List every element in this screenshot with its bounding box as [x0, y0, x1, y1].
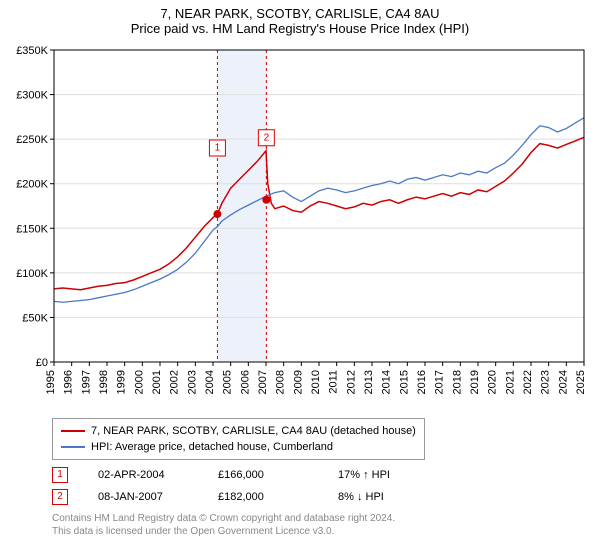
svg-text:2012: 2012 — [345, 370, 357, 394]
svg-text:2023: 2023 — [540, 370, 552, 394]
svg-text:2010: 2010 — [310, 370, 322, 394]
svg-text:£300K: £300K — [16, 90, 48, 102]
svg-text:2022: 2022 — [522, 370, 534, 394]
svg-text:2014: 2014 — [381, 370, 393, 394]
svg-text:2019: 2019 — [469, 370, 481, 394]
transactions-table: 1 02-APR-2004 £166,000 17% ↑ HPI 2 08-JA… — [52, 464, 590, 508]
svg-text:£0: £0 — [36, 357, 48, 369]
svg-text:2011: 2011 — [328, 370, 340, 394]
svg-text:2002: 2002 — [169, 370, 181, 394]
svg-text:2025: 2025 — [575, 370, 587, 394]
svg-text:2005: 2005 — [222, 370, 234, 394]
svg-text:2020: 2020 — [487, 370, 499, 394]
legend-label-2: HPI: Average price, detached house, Cumb… — [91, 439, 333, 455]
transaction-index-box: 1 — [52, 467, 68, 483]
chart-container: 7, NEAR PARK, SCOTBY, CARLISLE, CA4 8AU … — [0, 0, 600, 560]
svg-text:2007: 2007 — [257, 370, 269, 394]
svg-text:1: 1 — [215, 143, 221, 154]
transaction-date: 08-JAN-2007 — [98, 486, 188, 508]
transaction-date: 02-APR-2004 — [98, 464, 188, 486]
legend-item-price-paid: 7, NEAR PARK, SCOTBY, CARLISLE, CA4 8AU … — [61, 423, 416, 439]
svg-text:2017: 2017 — [434, 370, 446, 394]
svg-text:£150K: £150K — [16, 223, 48, 235]
svg-text:2016: 2016 — [416, 370, 428, 394]
transaction-delta: 8% ↓ HPI — [338, 486, 428, 508]
svg-text:2003: 2003 — [186, 370, 198, 394]
svg-text:£350K: £350K — [16, 45, 48, 57]
transaction-price: £166,000 — [218, 464, 308, 486]
transaction-delta: 17% ↑ HPI — [338, 464, 428, 486]
svg-text:1999: 1999 — [116, 370, 128, 394]
copyright-notice: Contains HM Land Registry data © Crown c… — [52, 512, 590, 538]
svg-text:2009: 2009 — [292, 370, 304, 394]
transaction-row: 1 02-APR-2004 £166,000 17% ↑ HPI — [52, 464, 590, 486]
svg-text:1998: 1998 — [98, 370, 110, 394]
transaction-row: 2 08-JAN-2007 £182,000 8% ↓ HPI — [52, 486, 590, 508]
svg-text:2: 2 — [264, 132, 270, 143]
svg-text:2004: 2004 — [204, 370, 216, 394]
svg-text:2001: 2001 — [151, 370, 163, 394]
svg-text:1996: 1996 — [63, 370, 75, 394]
svg-text:2024: 2024 — [557, 370, 569, 394]
chart-title: 7, NEAR PARK, SCOTBY, CARLISLE, CA4 8AU — [10, 6, 590, 21]
svg-text:£50K: £50K — [22, 312, 48, 324]
legend-swatch-2 — [61, 446, 85, 448]
svg-text:1995: 1995 — [45, 370, 57, 394]
svg-text:2018: 2018 — [451, 370, 463, 394]
svg-text:£250K: £250K — [16, 134, 48, 146]
legend-swatch-1 — [61, 430, 85, 432]
legend: 7, NEAR PARK, SCOTBY, CARLISLE, CA4 8AU … — [52, 418, 425, 460]
legend-item-hpi: HPI: Average price, detached house, Cumb… — [61, 439, 416, 455]
transaction-index-box: 2 — [52, 489, 68, 505]
svg-text:2021: 2021 — [504, 370, 516, 394]
svg-text:2013: 2013 — [363, 370, 375, 394]
svg-text:2006: 2006 — [239, 370, 251, 394]
svg-text:£200K: £200K — [16, 179, 48, 191]
transaction-price: £182,000 — [218, 486, 308, 508]
svg-text:2015: 2015 — [398, 370, 410, 394]
svg-text:£100K: £100K — [16, 268, 48, 280]
line-chart: £0 £50K £100K £150K £200K £250K £300K £350K 1995… — [10, 42, 590, 412]
svg-text:2000: 2000 — [133, 370, 145, 394]
copyright-line-2: This data is licensed under the Open Gov… — [52, 525, 590, 538]
copyright-line-1: Contains HM Land Registry data © Crown c… — [52, 512, 590, 525]
svg-text:2008: 2008 — [275, 370, 287, 394]
legend-label-1: 7, NEAR PARK, SCOTBY, CARLISLE, CA4 8AU … — [91, 423, 416, 439]
chart-subtitle: Price paid vs. HM Land Registry's House … — [10, 21, 590, 36]
svg-text:1997: 1997 — [80, 370, 92, 394]
